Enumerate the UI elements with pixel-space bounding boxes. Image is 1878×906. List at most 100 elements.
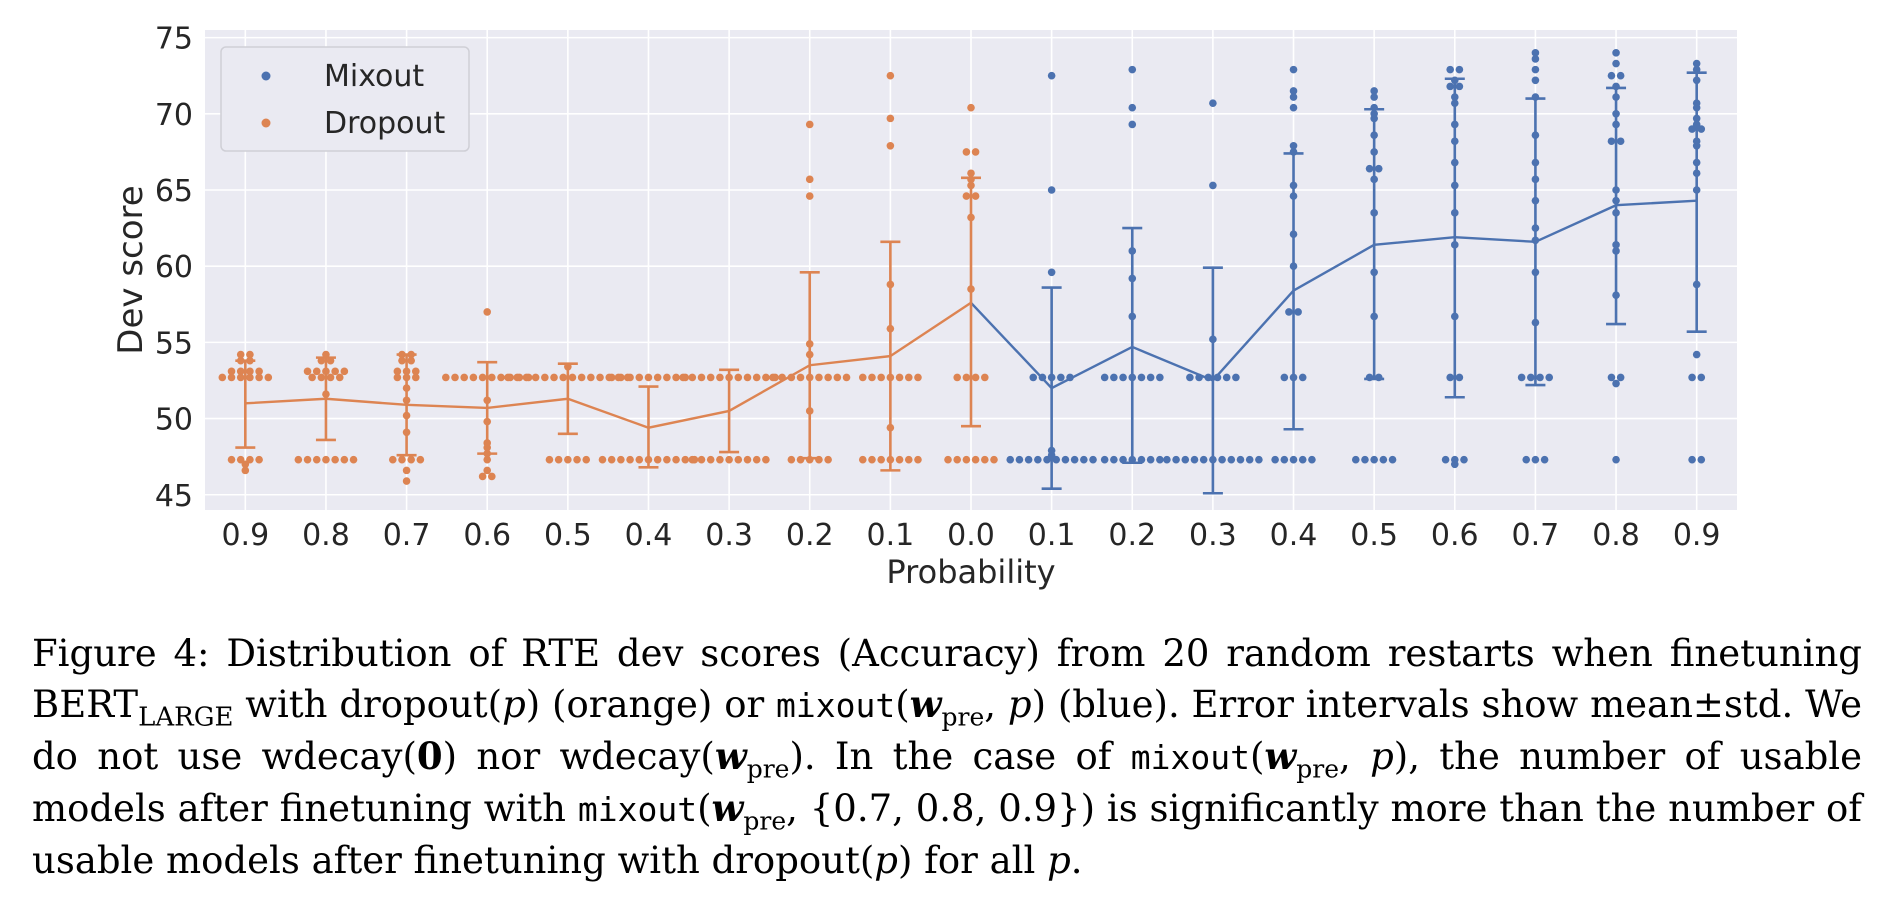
x-tick-label: 0.1 xyxy=(867,518,915,553)
mixout-point xyxy=(1128,65,1137,74)
dropout-point xyxy=(688,455,697,464)
mixout-point xyxy=(1531,65,1540,74)
dropout-point xyxy=(944,455,952,464)
mixout-point xyxy=(1460,455,1468,464)
mixout-point xyxy=(1616,373,1625,382)
x-tick-label: 0.9 xyxy=(1673,518,1721,553)
dropout-point xyxy=(303,367,312,376)
dropout-point xyxy=(402,477,411,485)
x-tick-label: 0.2 xyxy=(786,518,834,553)
caption-math: w xyxy=(714,734,747,778)
caption-math: w xyxy=(711,786,744,830)
figure: 45 50 55 60 65 70 75 0.9 0.8 0.7 0.6 0.5 0.4 0.3 0.2 0… xyxy=(111,22,1737,591)
dropout-point xyxy=(868,455,876,464)
mixout-point xyxy=(1294,308,1302,316)
legend: Mixout Dropout xyxy=(220,46,470,152)
dropout-point xyxy=(607,455,616,464)
dropout-point xyxy=(460,373,469,382)
caption-text: , xyxy=(1339,735,1371,778)
dropout-point xyxy=(716,455,724,464)
y-ticks: 45 50 55 60 65 70 75 xyxy=(155,22,193,514)
dropout-point xyxy=(706,373,715,382)
caption-math: p xyxy=(1370,735,1394,778)
mixout-point xyxy=(1029,373,1038,382)
figure-caption: Figure 4: Distribution of RTE dev scores… xyxy=(32,628,1862,886)
dropout-point xyxy=(981,373,989,382)
mixout-point xyxy=(1607,137,1616,146)
dropout-point xyxy=(554,455,563,464)
caption-text: ). In the case of xyxy=(789,735,1131,778)
dropout-point xyxy=(962,148,971,156)
dropout-point xyxy=(312,455,321,464)
caption-text: ( xyxy=(697,787,712,830)
dropout-point xyxy=(653,373,662,382)
dropout-point xyxy=(451,373,459,382)
dropout-point xyxy=(393,373,402,382)
dropout-point xyxy=(255,367,263,376)
dropout-point xyxy=(550,373,558,382)
mixout-point xyxy=(1289,87,1298,95)
mixout-point xyxy=(1441,455,1450,464)
mixout-point xyxy=(1146,373,1155,382)
dropout-point xyxy=(886,71,895,80)
dropout-point xyxy=(868,373,876,382)
mixout-point xyxy=(1128,103,1137,112)
mixout-point xyxy=(1190,455,1199,464)
dropout-point xyxy=(815,373,823,382)
mixout-point xyxy=(1186,373,1194,382)
mixout-point xyxy=(1446,373,1454,382)
chart-marks xyxy=(218,49,1707,495)
dropout-point xyxy=(513,373,522,382)
dropout-point xyxy=(734,455,743,464)
mixout-point xyxy=(1517,373,1526,382)
x-tick-label: 0.4 xyxy=(625,518,673,553)
mixout-point xyxy=(1697,455,1706,464)
mixout-point xyxy=(1616,137,1625,146)
mixout-point xyxy=(1047,186,1056,194)
dropout-point xyxy=(617,455,625,464)
dropout-point xyxy=(716,373,724,382)
mixout-point xyxy=(1255,455,1263,464)
caption-text: Distribution of RTE dev scores (Accuracy… xyxy=(32,632,1862,726)
dropout-point xyxy=(294,455,303,464)
caption-code: mixout xyxy=(776,686,896,725)
legend-box xyxy=(220,46,470,152)
mixout-point xyxy=(1289,103,1298,112)
mixout-point xyxy=(1688,455,1696,464)
mixout-point xyxy=(1531,455,1540,464)
dropout-point xyxy=(478,472,487,481)
dropout-point xyxy=(787,455,796,464)
dropout-point xyxy=(895,373,904,382)
x-tick-label: 0.5 xyxy=(544,518,592,553)
dropout-point xyxy=(914,373,922,382)
mixout-point xyxy=(1289,142,1298,150)
caption-text: ) for all xyxy=(897,839,1048,882)
dropout-point xyxy=(598,455,607,464)
dropout-point xyxy=(227,367,236,376)
dropout-point xyxy=(697,455,706,464)
dropout-point xyxy=(322,455,330,464)
mixout-point xyxy=(1697,373,1706,382)
dropout-point xyxy=(398,356,406,365)
mixout-point xyxy=(1006,455,1015,464)
dropout-point xyxy=(335,373,344,382)
mixout-point xyxy=(1455,82,1464,91)
dropout-point xyxy=(541,373,549,382)
caption-text: ( xyxy=(895,683,910,726)
dropout-point xyxy=(626,373,634,382)
dropout-point xyxy=(962,455,971,464)
caption-subscript: pre xyxy=(743,806,787,836)
x-tick-label: 0.3 xyxy=(1189,518,1237,553)
dropout-point xyxy=(858,455,867,464)
legend-mixout-marker xyxy=(261,71,271,81)
x-tick-label: 0.4 xyxy=(1270,518,1318,553)
caption-code: mixout xyxy=(1130,738,1250,777)
dropout-point xyxy=(904,373,913,382)
dropout-point xyxy=(769,373,777,382)
legend-mixout-label: Mixout xyxy=(324,59,424,94)
dropout-point xyxy=(469,373,478,382)
mixout-point xyxy=(1455,373,1464,382)
dropout-point xyxy=(393,367,402,376)
mixout-point xyxy=(1688,373,1696,382)
caption-text: , xyxy=(984,683,1008,726)
